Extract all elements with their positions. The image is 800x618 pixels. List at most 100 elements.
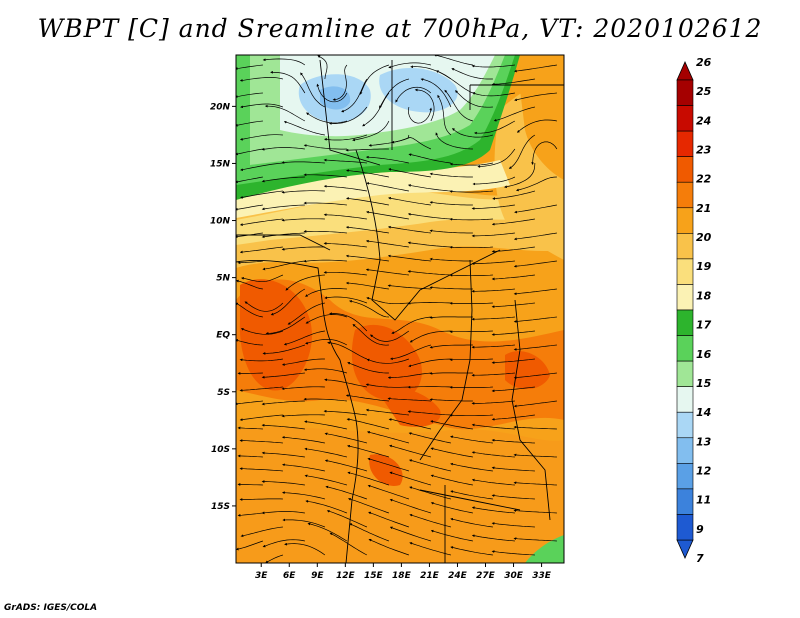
streamline [239,246,283,254]
streamline [349,300,389,318]
streamline [261,232,305,239]
streamline [323,213,367,220]
colorbar-swatch [676,284,694,311]
streamline [452,127,493,138]
lat-tick-label: 15S [211,502,230,512]
streamline [326,509,368,528]
streamline [237,483,263,486]
streamline [387,254,431,262]
streamline [265,554,284,563]
streamline [491,302,535,309]
streamline [270,70,306,94]
streamline [429,229,473,234]
streamline [347,471,390,486]
streamline [455,90,493,108]
streamline [409,542,451,556]
streamline [516,119,557,133]
streamline [471,288,515,293]
streamline [349,523,390,542]
streamline [239,386,283,392]
colorbar-swatch [676,79,694,106]
colorbar-swatch [676,309,694,336]
streamline [283,120,325,136]
streamline [387,397,431,402]
grads-credit: GrADS: IGES/COLA [4,603,98,613]
streamline [237,260,263,265]
streamline [430,501,473,514]
streamline [244,301,284,312]
streamline [239,467,283,472]
colorbar-label: 7 [696,552,704,565]
streamline [491,466,535,472]
streamline [513,232,557,241]
streamline [304,288,347,297]
streamline [449,190,493,193]
streamline [365,383,409,388]
streamline [239,358,283,362]
streamline [239,218,283,226]
colorbar-label: 17 [696,319,712,332]
lon-tick-label: 9E [311,571,324,581]
streamline [237,426,263,430]
streamline [347,444,390,458]
streamline [429,316,473,319]
colorbar-swatch [676,514,694,541]
streamline [408,358,451,368]
streamline [471,400,515,405]
streamline [395,86,432,103]
streamline [450,517,493,528]
streamline [433,55,473,66]
streamline [328,106,368,125]
lon-tick-label: 6E [283,571,296,581]
streamline [366,431,409,444]
colorbar-label: 12 [696,464,712,477]
streamline [451,68,493,80]
streamline [270,288,306,316]
streamline [408,432,451,444]
streamline [407,301,451,305]
streamline [379,78,409,109]
streamline [239,439,283,444]
lat-tick-label: EQ [216,331,230,341]
streamline [368,511,410,528]
streamline [514,92,557,102]
streamline [365,408,409,416]
streamline [471,478,515,486]
colorbar-swatch [676,105,694,132]
streamline [407,241,451,248]
streamline [388,196,431,206]
streamline [477,148,516,168]
streamline [429,201,473,206]
lat-tick-label: 5S [217,388,230,398]
colorbar-label: 22 [696,173,712,186]
streamline [407,184,451,192]
streamline [281,161,325,164]
streamline [324,296,368,304]
streamline [472,92,515,97]
streamline [491,550,535,556]
streamline [306,112,347,124]
streamline [304,474,347,486]
streamline [325,485,368,500]
streamline [236,176,263,184]
lat-tick-label: 20N [210,102,231,112]
streamline [317,55,328,80]
streamline [239,77,283,82]
streamline [491,330,535,336]
streamline [307,522,348,542]
colorbar-label: 11 [696,494,711,507]
streamline [387,225,431,234]
colorbar-label: 26 [696,56,712,69]
streamline [359,64,390,95]
streamline [449,245,493,249]
streamline [514,204,557,214]
colorbar-label: 19 [696,260,712,273]
streamline [430,529,473,542]
streamline [491,438,535,444]
streamline [444,89,474,122]
lon-tick-label: 33E [532,571,552,581]
streamline [408,153,451,164]
streamline [303,259,347,263]
streamline [408,459,451,472]
streamline [261,204,305,211]
